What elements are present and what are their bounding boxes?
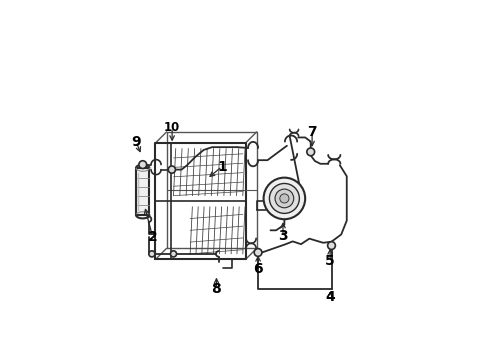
Circle shape <box>275 189 294 208</box>
Text: 4: 4 <box>325 290 335 304</box>
Text: 2: 2 <box>148 230 158 244</box>
Circle shape <box>264 177 305 219</box>
Circle shape <box>254 249 262 256</box>
Text: 8: 8 <box>212 282 221 296</box>
Text: 6: 6 <box>253 262 263 276</box>
Text: 7: 7 <box>307 125 317 139</box>
Text: 3: 3 <box>278 229 288 243</box>
Circle shape <box>171 251 176 257</box>
Circle shape <box>280 194 289 203</box>
Circle shape <box>307 148 315 156</box>
Text: 1: 1 <box>217 159 227 174</box>
Text: 10: 10 <box>164 121 180 134</box>
Text: 9: 9 <box>131 135 141 149</box>
Bar <box>136 168 149 215</box>
Text: 5: 5 <box>325 254 335 268</box>
Circle shape <box>328 242 335 249</box>
Circle shape <box>270 184 299 213</box>
Circle shape <box>139 161 147 168</box>
Circle shape <box>168 166 175 173</box>
Circle shape <box>149 251 155 257</box>
